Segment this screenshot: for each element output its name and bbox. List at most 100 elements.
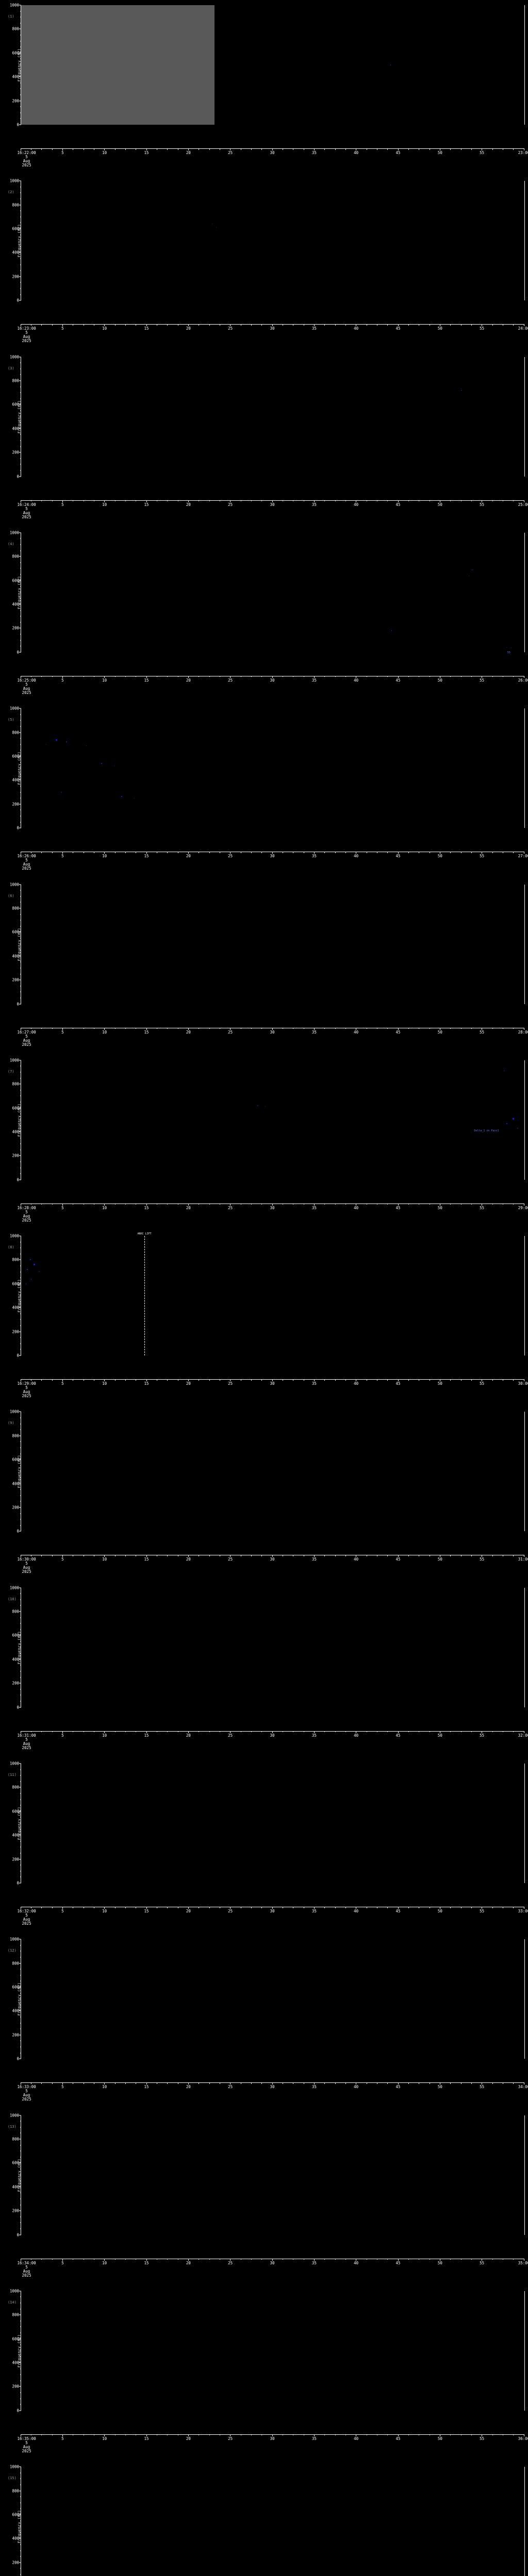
x-tick-label: 45: [395, 1909, 400, 1913]
x-tick-label: 25: [228, 2261, 233, 2265]
x-tick-time: 45: [395, 2084, 401, 2090]
x-tick-minor: [471, 2082, 472, 2084]
y-tick-label: 400: [12, 602, 19, 607]
right-spine: [524, 181, 525, 301]
plot-area: (13) 0 200 400 600 800 1000 Frequency (Hz): [8, 2113, 525, 2237]
x-tick-minor: [492, 675, 493, 677]
x-tick-time: 20: [186, 1733, 191, 1738]
x-tick-minor: [450, 1731, 451, 1733]
x-tick-minor: [41, 1203, 42, 1205]
x-tick-minor: [387, 1027, 388, 1029]
x-axis-date-part: 5: [25, 330, 28, 335]
y-axis-title: Frequency (Hz): [17, 1103, 22, 1137]
x-tick-time: 16:33:00: [17, 2084, 36, 2090]
x-tick-time: 30: [270, 502, 275, 507]
x-tick-label: 40: [354, 1030, 358, 1035]
x-tick-label: 50: [438, 1909, 442, 1913]
x-tick-time: 16:30:00: [17, 1557, 36, 1562]
x-tick-minor: [125, 1555, 126, 1556]
x-tick-time: 25: [228, 1557, 233, 1562]
x-tick-minor: [52, 148, 53, 150]
panel-number-label: (10): [8, 1597, 16, 1601]
x-tick-mark: [314, 1027, 315, 1030]
x-tick-time: 55: [480, 502, 485, 507]
y-axis-title: Frequency (Hz): [17, 1631, 22, 1664]
x-tick-time: 35: [311, 1205, 317, 1210]
x-tick-time: 50: [437, 502, 442, 507]
x-tick-minor: [450, 1907, 451, 1908]
y-tick-mark: [19, 276, 21, 277]
x-axis-date-part: 5: [25, 858, 28, 863]
x-tick-minor: [52, 2434, 53, 2436]
x-tick-minor: [114, 1379, 116, 1381]
x-tick-time: 27:00: [518, 854, 528, 859]
y-tick-mark: [19, 556, 21, 557]
x-tick-time: 10: [102, 1909, 107, 1913]
x-tick-minor: [41, 2082, 42, 2084]
x-tick-time: 10: [102, 854, 107, 859]
x-tick-time: 15: [144, 2084, 149, 2090]
y-tick-minor: [20, 422, 21, 423]
x-tick-minor: [387, 852, 388, 853]
y-tick-label: 200: [12, 1857, 19, 1862]
x-tick-minor: [492, 1203, 493, 1205]
x-tick-time: 30: [270, 326, 275, 331]
x-tick-minor: [209, 2258, 210, 2260]
x-tick-mark: [62, 1027, 63, 1030]
x-tick-minor: [41, 148, 42, 150]
plot-area: (14) 0 200 400 600 800 1000 Frequency (Hz): [8, 2289, 525, 2413]
x-tick-label: 26:00: [518, 678, 528, 683]
y-tick-label: 600: [12, 1985, 19, 1990]
x-tick-label: 35: [312, 1557, 317, 1562]
x-tick-minor: [471, 1379, 472, 1381]
x-tick-mark: [314, 1907, 315, 1909]
y-tick-label: 1000: [9, 882, 19, 887]
x-tick-time: 20: [186, 1909, 191, 1913]
x-tick-label: 20: [186, 678, 191, 683]
x-tick-time: 10: [102, 1381, 107, 1386]
panel-number-label: (8): [8, 1245, 14, 1250]
y-tick-label: 600: [12, 1809, 19, 1814]
x-tick-time: 40: [354, 150, 359, 155]
x-tick-label: 55: [480, 1030, 484, 1035]
x-axis-date-part: Aug: [23, 1038, 30, 1043]
x-tick-minor: [114, 675, 116, 677]
x-tick-label: 20: [186, 502, 191, 507]
x-tick-label: 5: [61, 678, 64, 683]
x-tick-minor: [125, 2434, 126, 2436]
x-tick-minor: [324, 2258, 325, 2260]
x-tick-label: 10: [102, 854, 107, 858]
y-tick-label: 600: [12, 929, 19, 935]
x-tick-minor: [52, 852, 53, 853]
y-tick-mark: [19, 5, 21, 6]
x-tick-label: 45: [395, 1557, 400, 1562]
x-tick-label: 16:31:00 5 Aug 2025: [17, 1733, 36, 1750]
x-tick-minor: [261, 1907, 262, 1908]
x-tick-label: 10: [102, 1557, 107, 1562]
x-tick-mark: [398, 2082, 399, 2085]
x-tick-time: 40: [354, 1733, 359, 1738]
plot-area: (9) 0 200 400 600 800 1000 Frequency (Hz): [8, 1410, 525, 1534]
y-tick-mark: [19, 1683, 21, 1684]
x-tick-time: 33:00: [518, 1909, 528, 1913]
x-tick-minor: [324, 675, 325, 677]
y-axis-title: Frequency (Hz): [17, 751, 22, 785]
x-tick-minor: [52, 1555, 53, 1556]
x-tick-minor: [52, 1027, 53, 1029]
x-tick-minor: [335, 1203, 336, 1205]
right-spine: [524, 2291, 525, 2411]
x-tick-mark: [398, 1907, 399, 1909]
x-tick-minor: [345, 2258, 346, 2260]
y-tick-minor: [20, 1793, 21, 1794]
x-tick-minor: [335, 2434, 336, 2436]
y-tick-minor: [20, 35, 21, 36]
y-tick-label: 800: [12, 378, 19, 383]
y-tick-label: 800: [12, 202, 19, 208]
y-tick-mark: [19, 1939, 21, 1940]
y-tick-mark: [19, 380, 21, 381]
x-tick-minor: [345, 324, 346, 326]
x-tick-mark: [188, 1907, 189, 1909]
x-tick-time: 35: [311, 854, 317, 859]
x-tick-time: 16:27:00: [17, 1029, 36, 1035]
x-tick-label: 45: [395, 1733, 400, 1738]
